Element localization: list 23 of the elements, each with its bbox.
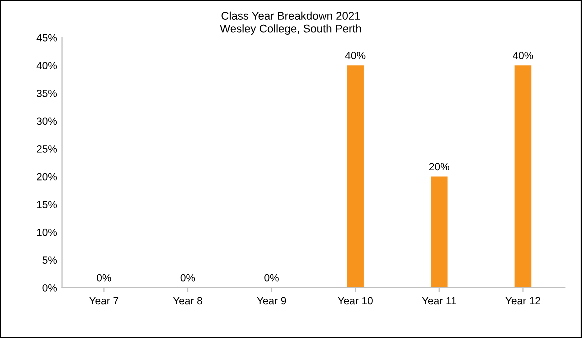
y-tick-label: 25% bbox=[37, 146, 58, 153]
y-tick-label: 35% bbox=[36, 90, 58, 98]
y-tick-label: 5% bbox=[42, 256, 58, 264]
x-tick-label: Year 8 bbox=[173, 297, 202, 305]
data-label: 0% bbox=[97, 274, 112, 282]
y-tick-label: 30% bbox=[36, 118, 58, 126]
x-tick-label: Year 11 bbox=[422, 297, 456, 305]
x-tick-label: Year 9 bbox=[257, 297, 286, 305]
y-tick-label: 45% bbox=[36, 34, 58, 42]
y-tick-label: 20% bbox=[37, 173, 58, 181]
y-tick-label: 10% bbox=[37, 228, 58, 236]
data-label: 0% bbox=[264, 274, 279, 282]
data-label: 20% bbox=[430, 163, 450, 171]
y-tick-label: 0% bbox=[42, 284, 58, 292]
x-tick-label: Year 12 bbox=[506, 297, 540, 305]
x-tick-label: Year 10 bbox=[338, 297, 373, 305]
data-label: 40% bbox=[345, 52, 366, 60]
y-tick-label: 40% bbox=[36, 62, 58, 70]
chart-title: Class Year Breakdown 2021 Wesley College, South Perth bbox=[220, 12, 362, 35]
data-label: 40% bbox=[513, 52, 534, 60]
data-label: 0% bbox=[180, 274, 196, 282]
x-tick-label: Year 7 bbox=[90, 297, 119, 305]
y-tick-label: 15% bbox=[37, 201, 58, 208]
